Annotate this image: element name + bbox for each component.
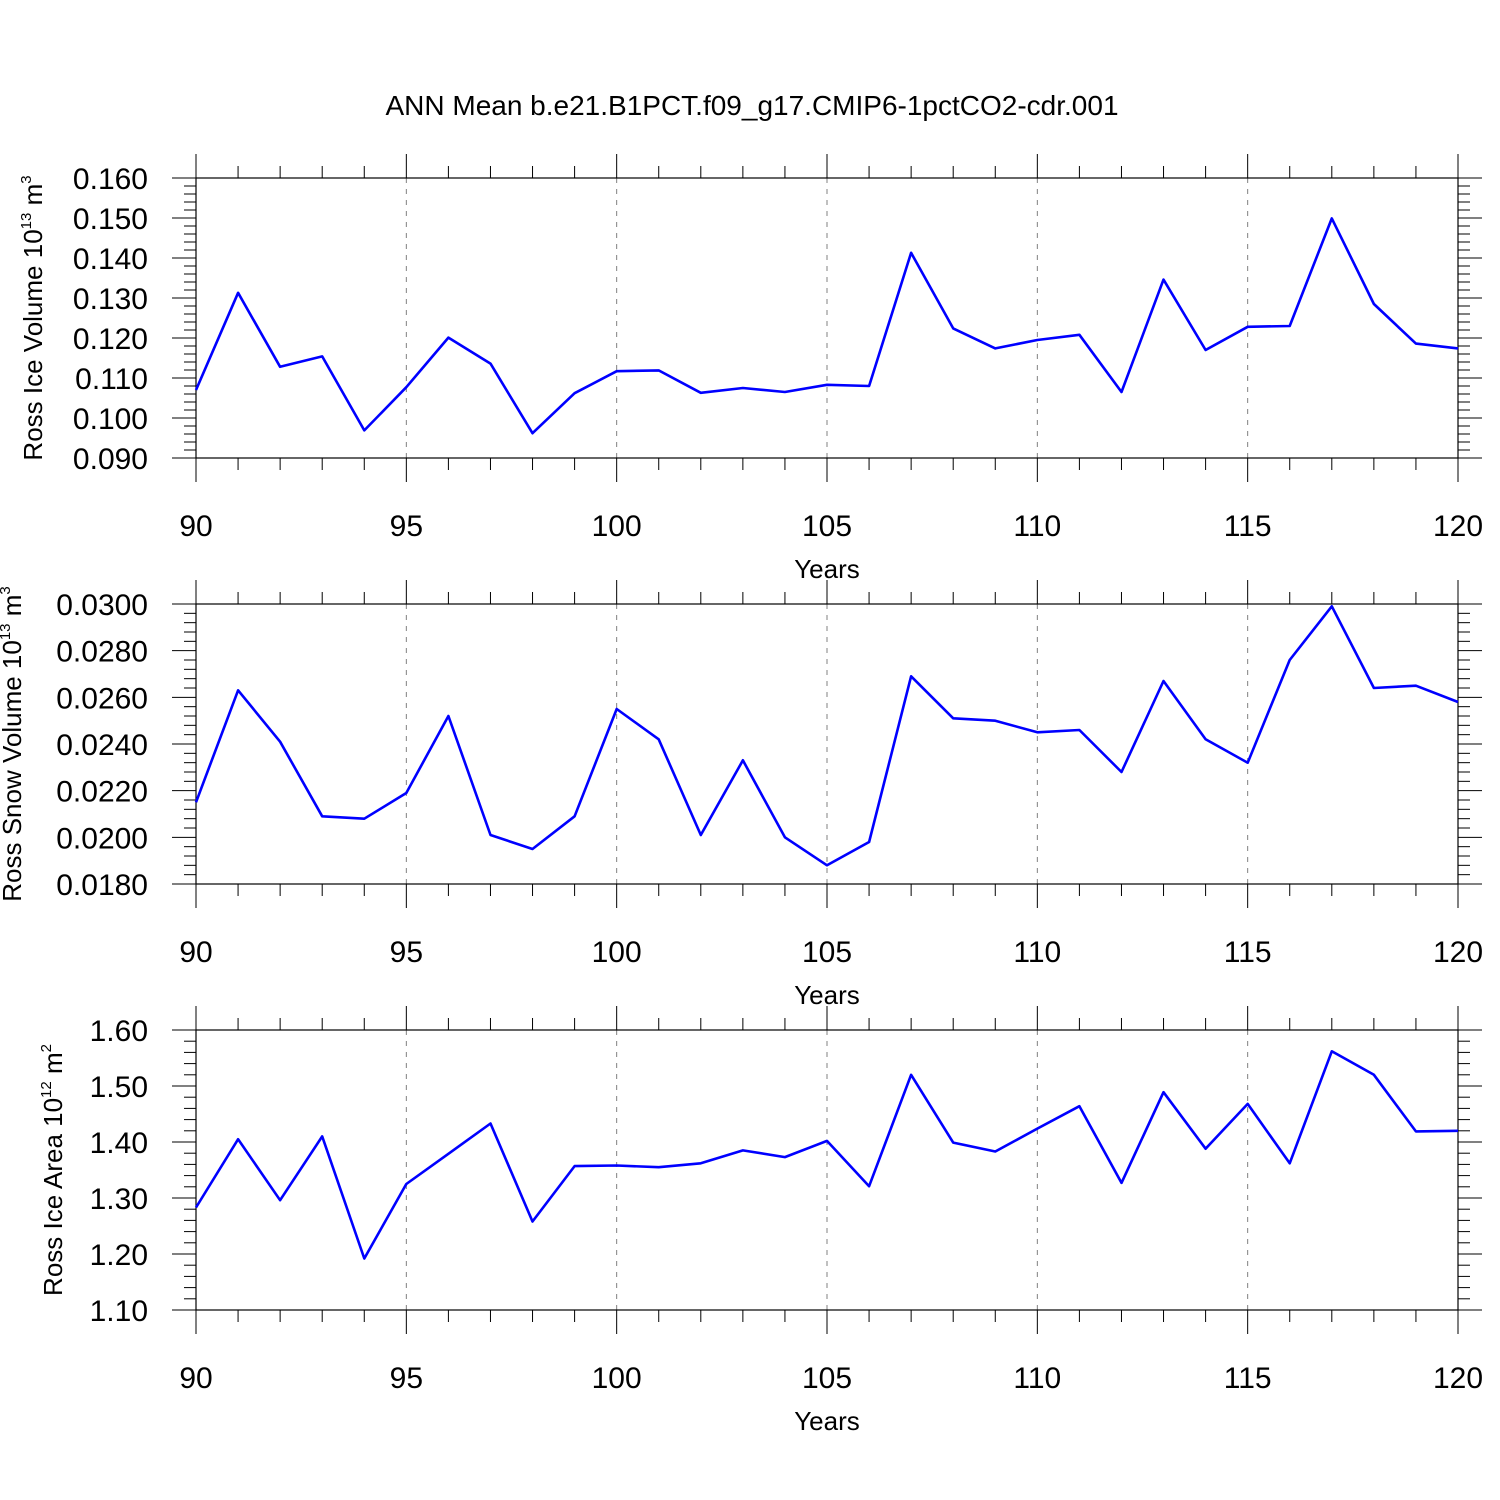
x-tick-label: 110 [1013, 1362, 1061, 1395]
y-tick-label: 1.60 [90, 1015, 148, 1048]
y-tick-label: 1.50 [90, 1071, 148, 1104]
x-tick-label: 100 [592, 936, 642, 969]
x-tick-label: 105 [802, 1362, 852, 1395]
y-tick-label: 1.30 [90, 1183, 148, 1216]
chart-panel-ross-snow-volume: 90 95 100 105 110 115 120 Years 0.0180 0.0200 0.02… [0, 580, 1483, 1010]
x-tick-label: 105 [802, 510, 852, 543]
x-tick-label: 120 [1433, 936, 1483, 969]
series-line-ross-snow-volume [194, 604, 1459, 867]
x-tick-label: 110 [1013, 936, 1061, 969]
plot-frame [195, 603, 1459, 885]
x-tick-label: 115 [1224, 510, 1272, 543]
y-tick-label: 0.140 [73, 243, 148, 276]
y-axis-title: Ross Snow Volume 1013 m3 [0, 586, 27, 902]
y-tick-label: 1.20 [90, 1239, 148, 1272]
y-tick-label: 0.0240 [56, 729, 148, 762]
x-tick-label: 115 [1224, 936, 1272, 969]
y-axis-title: Ross Ice Volume 1013 m3 [18, 175, 48, 460]
y-tick-label: 1.40 [90, 1127, 148, 1160]
chart-panel-ross-ice-area: 90 95 100 105 110 115 120 Years 1.10 1.20 1.30 1.40… [38, 1006, 1483, 1436]
x-tick-label: 95 [390, 936, 423, 969]
y-tick-label: 0.0260 [56, 682, 148, 715]
chart-panel-ross-ice-volume: 90 95 100 105 110 115 120 Years 0.090 0.100 0.110 0… [18, 154, 1483, 584]
y-tick-label: 0.110 [75, 363, 148, 396]
y-tick-label: 0.160 [73, 163, 148, 196]
x-axis-title: Years [794, 554, 860, 584]
x-tick-label: 100 [592, 1362, 642, 1395]
y-tick-label: 0.120 [73, 323, 148, 356]
y-tick-label: 0.0300 [56, 589, 148, 622]
x-tick-label: 110 [1013, 510, 1061, 543]
y-tick-label: 0.0200 [56, 822, 148, 855]
y-tick-label: 0.0280 [56, 636, 148, 669]
y-tick-label: 0.090 [73, 443, 148, 476]
x-tick-label: 120 [1433, 510, 1483, 543]
figure-title: ANN Mean b.e21.B1PCT.f09_g17.CMIP6-1pctC… [385, 90, 1118, 121]
x-tick-label: 90 [179, 1362, 212, 1395]
x-tick-label: 90 [179, 510, 212, 543]
y-axis-title: Ross Ice Area 1012 m2 [38, 1044, 68, 1296]
x-tick-label: 115 [1224, 1362, 1272, 1395]
plot-frame [195, 177, 1459, 459]
series-line-ross-ice-volume [194, 217, 1459, 435]
y-tick-label: 0.150 [73, 203, 148, 236]
x-axis-title: Years [794, 1406, 860, 1436]
x-tick-label: 120 [1433, 1362, 1483, 1395]
y-tick-label: 0.130 [73, 283, 148, 316]
x-tick-label: 90 [179, 936, 212, 969]
x-tick-label: 95 [390, 1362, 423, 1395]
x-axis-title: Years [794, 980, 860, 1010]
y-tick-label: 0.0220 [56, 776, 148, 809]
x-tick-label: 100 [592, 510, 642, 543]
series-line-ross-ice-area [194, 1050, 1459, 1260]
plot-frame [195, 1029, 1459, 1311]
y-tick-label: 0.100 [73, 403, 148, 436]
y-tick-label: 1.10 [90, 1295, 148, 1328]
x-tick-label: 95 [390, 510, 423, 543]
x-tick-label: 105 [802, 936, 852, 969]
y-tick-label: 0.0180 [56, 869, 148, 902]
